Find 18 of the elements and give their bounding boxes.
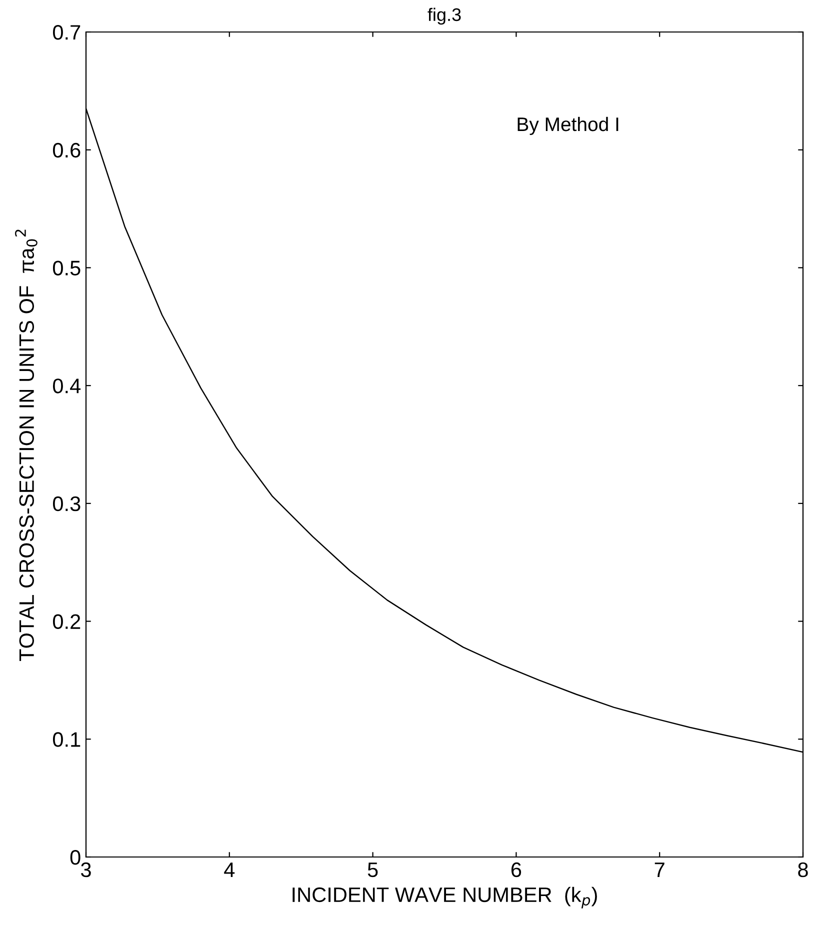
x-axis-title: INCIDENT WAVE NUMBER (k$_{p}$) <box>292 886 597 908</box>
y-tick-label: 0.7 <box>52 25 80 40</box>
x-tick-label: 4 <box>224 862 235 877</box>
y-tick-label: 0.4 <box>52 378 81 394</box>
y-tick-label: 0 <box>70 850 80 865</box>
annotation: By Method I <box>518 116 618 136</box>
y-tick-label: 0.5 <box>52 260 80 276</box>
y-tick-label: 0.6 <box>52 142 80 158</box>
y-tick-label: 0.3 <box>52 496 80 512</box>
y-tick-label: 0.2 <box>52 614 80 630</box>
y-axis-title: TOTAL CROSS-SECTION IN UNITS OF πa$_{0}$$^{2}$ <box>15 230 38 662</box>
chart-title: fig.3 <box>428 8 461 25</box>
x-tick-label: 7 <box>654 862 664 877</box>
x-tick-label: 8 <box>798 862 808 878</box>
y-tick-label: 0.1 <box>52 732 80 747</box>
x-tick-label: 5 <box>368 862 378 878</box>
x-tick-label: 6 <box>511 862 522 878</box>
x-tick-label: 3 <box>81 862 91 878</box>
